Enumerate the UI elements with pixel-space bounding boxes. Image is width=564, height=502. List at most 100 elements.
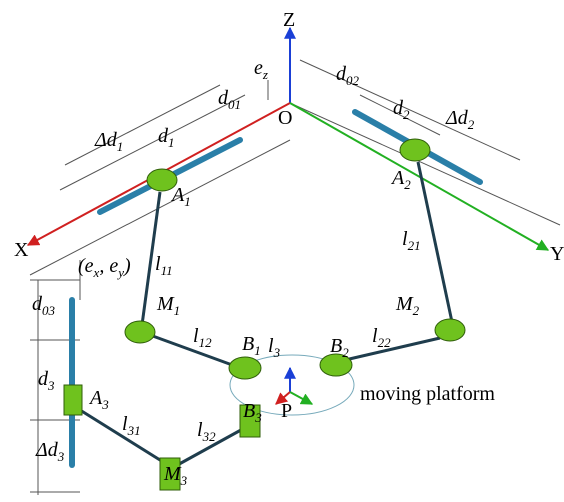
subscript: 3 (57, 449, 65, 464)
subscript: 3 (180, 473, 188, 488)
subscript: 1 (168, 135, 175, 150)
label-text: l (193, 325, 199, 347)
label-text: e (254, 57, 263, 79)
subscript: 3 (254, 410, 262, 425)
label-text: Δd (94, 129, 118, 151)
label-text: A (170, 184, 185, 206)
label: ez (254, 57, 268, 82)
label-text: l (155, 253, 161, 275)
label: d02 (336, 63, 360, 88)
label-text: Z (283, 9, 295, 31)
label: A2 (390, 167, 411, 192)
label: l3 (268, 335, 281, 360)
label: d01 (218, 87, 241, 112)
label-text: A (88, 387, 103, 409)
frame-p (275, 366, 314, 405)
label: Z (283, 9, 295, 31)
subscript: 3 (101, 397, 109, 412)
label-text: Δd (445, 107, 469, 129)
subscript: 1 (174, 303, 181, 318)
label-text: B (242, 333, 254, 355)
label: d3 (38, 368, 55, 393)
label: (ex, ey) (78, 255, 131, 280)
label: d1 (158, 125, 175, 150)
label-text: l (197, 419, 203, 441)
label-text: d (218, 87, 229, 109)
label: Δd2 (445, 107, 475, 132)
links (79, 161, 454, 470)
label-text: M (395, 293, 414, 315)
label-text: M (163, 463, 182, 485)
subscript: 01 (228, 97, 241, 112)
joints (63, 138, 466, 491)
label-text: X (14, 239, 29, 261)
label: B2 (330, 335, 349, 360)
label-text: d (336, 63, 347, 85)
label: d2 (393, 97, 410, 122)
label-text: d (32, 293, 43, 315)
subscript: 2 (413, 303, 420, 318)
label: Δd1 (94, 129, 123, 154)
subscript: 2 (403, 107, 410, 122)
label: X (14, 239, 29, 261)
label: M3 (163, 463, 188, 488)
subscript: 3 (273, 345, 281, 360)
subscript: z (262, 67, 268, 82)
label: l31 (122, 413, 141, 438)
label-text: d (38, 368, 49, 390)
subscript: 1 (254, 343, 261, 358)
subscript: 02 (346, 73, 360, 88)
label-text: O (278, 107, 292, 129)
label: d03 (32, 293, 56, 318)
label: Δd3 (35, 439, 65, 464)
subscript: 12 (199, 335, 213, 350)
label: l22 (372, 325, 391, 350)
subscript: 1 (184, 194, 191, 209)
label: B1 (242, 333, 261, 358)
subscript: 2 (468, 117, 475, 132)
subscript: 11 (161, 263, 173, 278)
label: l21 (402, 228, 421, 253)
label-text: B (330, 335, 342, 357)
subscript: 32 (202, 429, 217, 444)
label-text: B (243, 400, 255, 422)
label: l11 (155, 253, 173, 278)
label: A1 (170, 184, 191, 209)
label: A3 (88, 387, 109, 412)
label-text: l (122, 413, 128, 435)
label-text: d (158, 125, 169, 147)
subscript: x (93, 265, 100, 280)
label-text: l (268, 335, 274, 357)
label: l12 (193, 325, 212, 350)
platform (229, 354, 355, 416)
subscript: 21 (408, 238, 421, 253)
label: Y (550, 243, 564, 265)
label-text: (e (78, 255, 94, 277)
subscript: 22 (378, 335, 392, 350)
label-text: l (402, 228, 408, 250)
label-text: d (393, 97, 404, 119)
label-text: , e (99, 255, 118, 277)
label-text: l (372, 325, 378, 347)
label-text: ) (123, 255, 131, 277)
label: moving platform (360, 383, 495, 405)
subscript: y (116, 265, 124, 280)
label: B3 (243, 400, 262, 425)
subscript: 03 (42, 303, 56, 318)
subscript: 2 (404, 177, 411, 192)
label: M2 (395, 293, 420, 318)
label-text: A (390, 167, 405, 189)
label-text: M (156, 293, 175, 315)
subscript: 2 (342, 345, 349, 360)
label: P (281, 400, 292, 422)
label-text: moving platform (360, 383, 495, 405)
subscript: 1 (117, 139, 124, 154)
label: l32 (197, 419, 216, 444)
dimension-lines (29, 59, 561, 495)
label-text: P (281, 400, 292, 422)
subscript: 3 (47, 378, 55, 393)
subscript: 31 (127, 423, 141, 438)
label-text: Y (550, 243, 564, 265)
label: O (278, 107, 292, 129)
